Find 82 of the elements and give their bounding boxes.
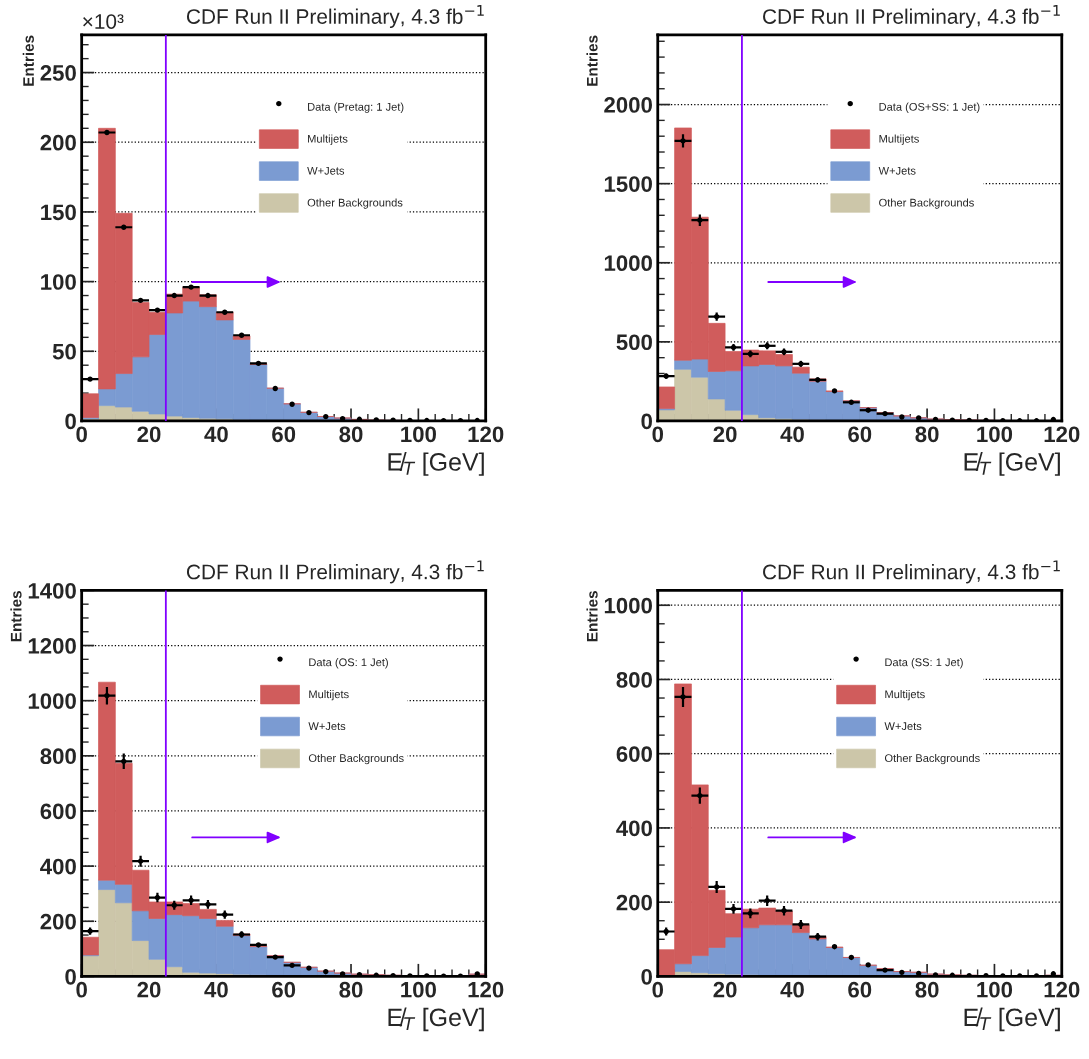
x-tick-label: 40 [204,981,228,998]
y-tick-label: 150 [41,204,76,221]
y-tick-label: 500 [616,334,652,351]
y-tick-label: 0 [641,413,652,430]
y-axis-title: Entries [586,591,598,642]
y-tick-label: 600 [40,803,76,820]
x-tick-label: 20 [137,981,161,998]
y-tick-label: 1000 [604,255,652,272]
x-tick-label: 20 [137,426,161,443]
y-tick-label: 200 [40,913,76,930]
y-tick-label: 2000 [604,97,652,113]
legend-label: Data (OS+SS: 1 Jet) [879,102,980,113]
y-tick-label: 1000 [28,693,76,709]
legend-label: W+Jets [884,722,922,731]
x-axis-title: E̸$_{T}$ [GeV] [388,1007,484,1032]
x-tick-label: 100 [401,981,436,998]
legend-label: Data (Pretag: 1 Jet) [308,102,404,113]
x-axis-title: E̸$_{T}$ [GeV] [388,452,484,476]
y-tick-label: 50 [52,343,76,360]
legend-label: W+Jets [307,166,345,175]
y-tick-label: 600 [616,746,652,762]
x-tick-label: 0 [652,981,664,998]
chart-title: CDF Run II Preliminary, 4.3 fb$^{−1}$ [763,560,1060,584]
legend-label: Multijets [885,689,925,701]
x-tick-label: 120 [1044,981,1080,998]
y-tick-label: 1400 [28,582,76,599]
x-tick-label: 60 [848,981,872,998]
x-tick-label: 100 [977,981,1013,998]
x-tick-label: 60 [272,426,296,443]
legend-label: Other Backgrounds [308,753,404,765]
y-axis-title: Entries [586,35,598,86]
y-tick-label: 0 [65,968,76,985]
chart-title: CDF Run II Preliminary, 4.3 fb$^{−1}$ [186,5,484,29]
y-tick-label: 0 [65,413,76,430]
x-axis-title: E̸$_{T}$ [GeV] [964,1007,1060,1032]
x-tick-label: 20 [713,981,737,998]
x-tick-label: 80 [339,426,363,443]
x-tick-label: 80 [915,426,939,443]
y-tick-label: 1000 [604,597,652,614]
legend-label: Multijets [309,689,349,701]
x-tick-label: 60 [272,981,296,998]
x-axis-title: E̸$_{T}$ [GeV] [964,452,1060,476]
legend-label: Multijets [879,134,919,145]
y-tick-label: 800 [40,748,76,765]
y-tick-label: 200 [616,894,652,911]
x-tick-label: 60 [848,426,872,443]
y-tick-label: 0 [641,968,652,985]
y-tick-label: 800 [616,672,652,688]
x-tick-label: 120 [468,426,504,443]
y-tick-label: 200 [40,134,76,151]
legend-label: Other Backgrounds [884,753,980,765]
y-tick-label: 250 [40,65,76,81]
x-tick-label: 40 [204,426,228,443]
y-tick-label: 400 [40,858,76,875]
x-tick-label: 80 [915,981,939,998]
y-axis-title: Entries [22,35,34,86]
x-tick-label: 0 [76,426,87,443]
x-tick-label: 20 [713,426,737,443]
legend-label: W+Jets [308,722,346,731]
x-tick-label: 0 [652,426,664,443]
legend-label: Other Backgrounds [879,198,974,209]
x-tick-label: 40 [780,426,804,443]
y-tick-label: 1200 [28,638,76,654]
x-tick-label: 100 [977,426,1013,443]
chart-title: CDF Run II Preliminary, 4.3 fb$^{−1}$ [186,560,484,584]
y-tick-label: 100 [41,274,76,290]
x-tick-label: 40 [780,981,804,998]
y-axis-title: Entries [10,591,22,642]
legend-label: Multijets [308,134,348,145]
chart-title: CDF Run II Preliminary, 4.3 fb$^{−1}$ [763,5,1060,29]
x-tick-label: 120 [468,981,504,998]
legend-label: Other Backgrounds [307,198,403,209]
legend-label: Data (SS: 1 Jet) [885,658,963,669]
legend-label: Data (OS: 1 Jet) [309,658,388,669]
y-tick-label: 400 [616,820,652,837]
x-tick-label: 80 [339,981,363,998]
x-tick-label: 100 [401,426,436,443]
text: ×10³ [83,14,124,29]
x-tick-label: 120 [1044,426,1080,443]
legend-label: W+Jets [878,166,916,175]
y-tick-label: 1500 [604,176,652,192]
x-tick-label: 0 [76,981,87,998]
